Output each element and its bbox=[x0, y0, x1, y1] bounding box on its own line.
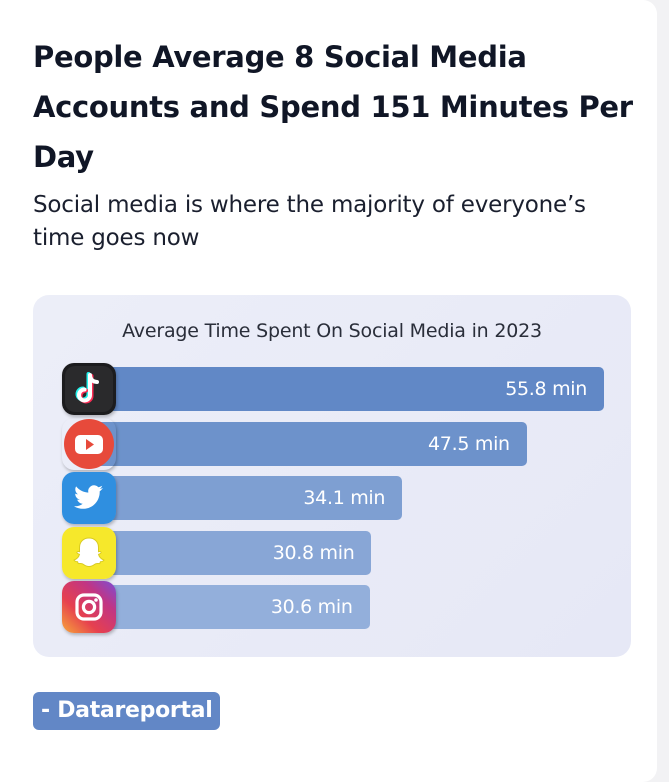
page-subtitle: Social media is where the majority of ev… bbox=[33, 192, 586, 251]
bar-row: 47.5 min bbox=[33, 418, 631, 470]
bar-value-label: 47.5 min bbox=[428, 432, 510, 455]
chart-title: Average Time Spent On Social Media in 20… bbox=[122, 320, 542, 342]
tiktok-icon bbox=[62, 363, 116, 415]
youtube-icon bbox=[62, 418, 116, 470]
bar-row: 30.6 min bbox=[33, 581, 631, 633]
bar bbox=[85, 367, 604, 411]
bar-value-label: 34.1 min bbox=[303, 487, 386, 509]
bar-row: 55.8 min bbox=[33, 363, 631, 415]
bar-value-label: 30.6 min bbox=[270, 596, 353, 618]
chart-panel: Average Time Spent On Social Media in 20… bbox=[33, 295, 631, 657]
bar-value-label: 30.8 min bbox=[272, 541, 355, 564]
bar-value-label: 55.8 min bbox=[505, 378, 587, 400]
bar-row: 34.1 min bbox=[33, 472, 631, 524]
bar bbox=[85, 530, 372, 575]
bar bbox=[85, 585, 370, 629]
instagram-icon bbox=[62, 581, 116, 633]
twitter-icon bbox=[62, 472, 116, 524]
page-title: People Average 8 Social Media Accounts a… bbox=[33, 40, 633, 174]
bar-row: 30.8 min bbox=[33, 526, 631, 579]
bar bbox=[85, 476, 403, 520]
bar bbox=[85, 421, 527, 466]
snapchat-icon bbox=[62, 526, 116, 579]
bar-chart: 55.8 min 47.5 min 34.1 min 30.8 min 30.6 min bbox=[33, 295, 631, 657]
source-badge[interactable]: - Datareportal bbox=[33, 692, 221, 730]
